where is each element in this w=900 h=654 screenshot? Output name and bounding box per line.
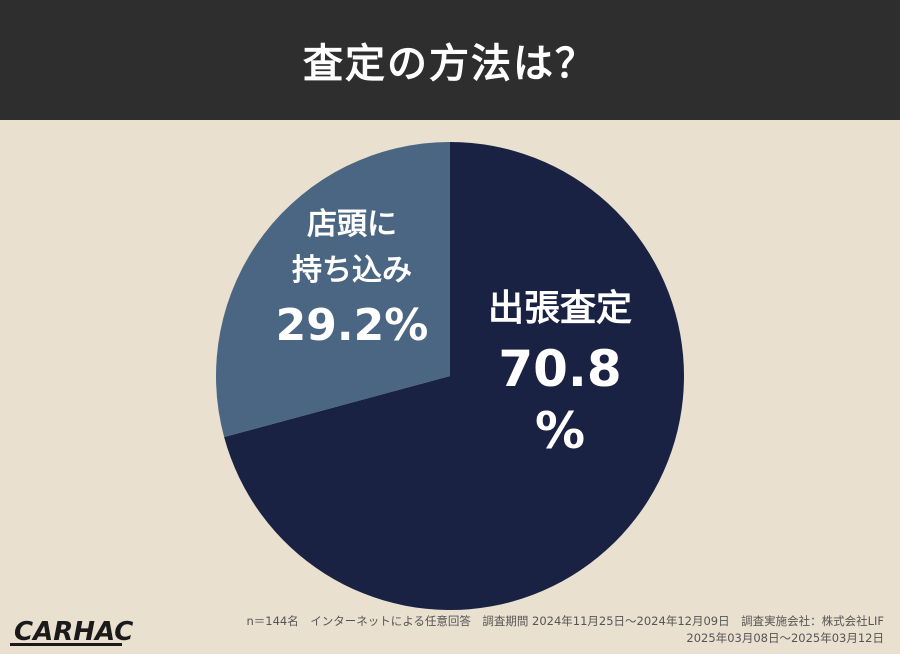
slice-label-1-0: 店頭に	[307, 207, 397, 242]
survey-note: n＝144名 インターネットによる任意回答 調査期間 2024年11月25日～2…	[246, 613, 884, 647]
survey-note-line-2: 2025年03月08日～2025年03月12日	[686, 631, 884, 645]
slice-value-0-1: %	[535, 402, 585, 460]
carhack-logo: CARHACK	[10, 612, 155, 648]
pie-slice-0	[224, 142, 684, 611]
page-title: 査定の方法は？	[303, 41, 597, 87]
pie-slice-1	[216, 142, 450, 438]
slice-value-0-0: 70.8	[498, 340, 621, 398]
slice-label-1-1: 持ち込み	[292, 253, 412, 288]
pie-chart: 出張査定 70.8% 店頭に持ち込み 29.2%	[0, 120, 900, 611]
logo-underline	[10, 643, 122, 646]
slice-value-1-0: 29.2%	[276, 300, 429, 351]
header-bar: 査定の方法は？	[0, 0, 900, 120]
survey-note-line-1: n＝144名 インターネットによる任意回答 調査期間 2024年11月25日～2…	[246, 614, 884, 628]
slice-label-0-0: 出張査定	[488, 288, 632, 329]
footer: CARHACK n＝144名 インターネットによる任意回答 調査期間 2024年…	[0, 608, 900, 654]
logo-text: CARHACK	[14, 617, 134, 647]
